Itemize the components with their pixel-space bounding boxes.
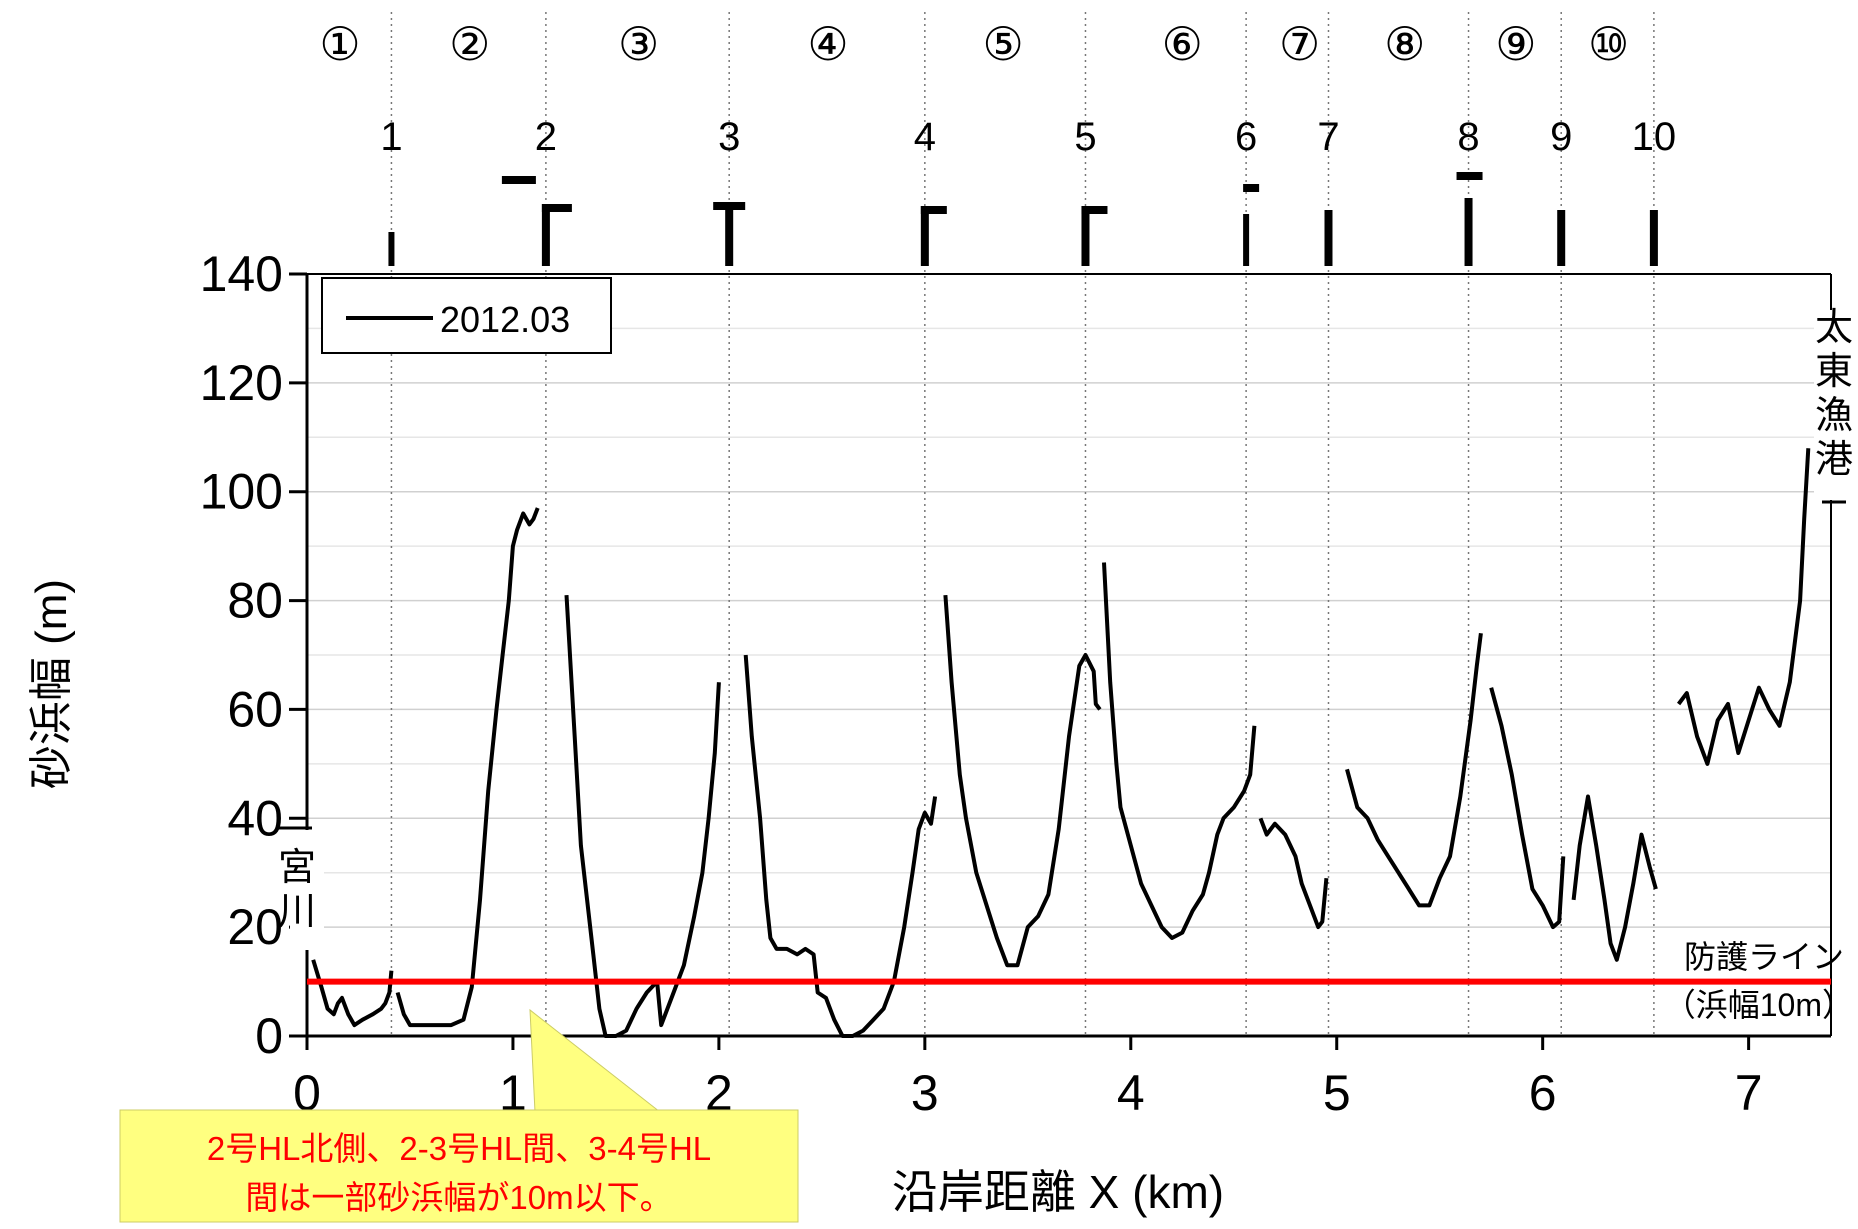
callout-line-2: 間は一部砂浜幅が10m以下。: [245, 1179, 672, 1216]
hl-number-label: 6: [1235, 115, 1257, 159]
section-label: ⑦: [1279, 18, 1320, 70]
headland-mark: [1456, 172, 1483, 180]
headland-mark: [541, 204, 550, 266]
series-line-segment: [1102, 562, 1257, 940]
headland-mark: [725, 202, 734, 266]
headland-mark: [541, 204, 572, 212]
headland-mark: [713, 202, 746, 210]
side-label-right-char: 漁: [1815, 395, 1853, 437]
series-line-segment: [1345, 632, 1483, 908]
headland-mark: [1081, 206, 1108, 214]
series-line-segment: [311, 959, 394, 1028]
y-tick-label: 20: [227, 899, 283, 955]
x-tick-label: 4: [1117, 1065, 1145, 1121]
side-label-bg-left: [290, 830, 324, 950]
x-axis-title: 沿岸距離 X (km): [892, 1166, 1224, 1218]
headland-mark: [1081, 206, 1090, 266]
hl-number-label: 10: [1632, 115, 1677, 159]
callout-pointer: [529, 1008, 662, 1113]
series-line-segment: [1258, 817, 1329, 930]
section-label: ⑤: [982, 18, 1023, 70]
legend-box: [321, 277, 612, 354]
headland-mark: [388, 232, 395, 266]
section-label: ⑩: [1588, 18, 1629, 70]
hl-number-label: 9: [1550, 115, 1572, 159]
series-line-segment: [743, 654, 938, 1038]
headland-mark: [1243, 214, 1250, 266]
headland-mark: [920, 206, 947, 214]
hl-number-label: 3: [718, 115, 740, 159]
y-tick-label: 100: [200, 464, 283, 520]
series-2012-03: [311, 448, 1811, 1038]
section-label: ⑥: [1162, 18, 1203, 70]
x-tick-label: 3: [911, 1065, 939, 1121]
y-tick-label: 60: [227, 681, 283, 737]
headland-structures: [388, 172, 1658, 266]
section-dividers: [390, 12, 1655, 1036]
hl-number-label: 1: [380, 115, 402, 159]
series-line-segment: [943, 594, 1102, 968]
section-label: ⑨: [1495, 18, 1536, 70]
section-label: ③: [618, 18, 659, 70]
side-label-bg-right: [1814, 310, 1854, 500]
side-label-left-char: 川: [278, 891, 316, 933]
y-tick-label: 0: [255, 1008, 283, 1064]
top-labels: ① ② ③ ④ ⑤ ⑥ ⑦ ⑧ ⑨ ⑩ 1 2 3 4 5 6 7 8 9 10: [319, 18, 1676, 159]
y-tick-label: 40: [227, 790, 283, 846]
hl-number-label: 2: [535, 115, 557, 159]
side-label-left-char: 宮: [278, 847, 316, 889]
side-label-right-char: 東: [1815, 351, 1853, 393]
hl-number-label: 4: [914, 115, 936, 159]
series-line-segment: [564, 594, 721, 1038]
annotation-callout: 2号HL北側、2-3号HL間、3-4号HL 間は一部砂浜幅が10m以下。: [119, 1008, 799, 1223]
headland-mark: [920, 206, 929, 266]
legend-label: 2012.03: [440, 299, 570, 340]
hl-number-label: 8: [1457, 115, 1479, 159]
y-tick-label: 140: [200, 246, 283, 302]
callout-box: [119, 1109, 799, 1223]
x-tick-label: 5: [1323, 1065, 1351, 1121]
callout-line-1: 2号HL北側、2-3号HL間、3-4号HL: [207, 1130, 711, 1167]
headland-mark: [1649, 210, 1658, 266]
x-tick-label: 7: [1735, 1065, 1763, 1121]
protection-line-label: 防護ライン: [1684, 939, 1844, 975]
x-tick-label: 6: [1529, 1065, 1557, 1121]
protection-line: 防護ライン （浜幅10m）: [307, 939, 1854, 1023]
side-label-right-char: 港: [1815, 439, 1853, 481]
section-label: ④: [807, 18, 848, 70]
section-label: ②: [449, 18, 490, 70]
series-line-segment: [1489, 687, 1566, 930]
headland-mark: [1464, 198, 1473, 266]
side-label-right-char: 太: [1815, 307, 1853, 349]
y-axis-title: 砂浜幅 (m): [27, 579, 76, 789]
section-label: ⑧: [1384, 18, 1425, 70]
y-tick-label: 120: [200, 355, 283, 411]
series-line-segment: [1571, 794, 1658, 962]
section-label: ①: [319, 18, 360, 70]
hl-number-label: 7: [1317, 115, 1339, 159]
protection-line-sublabel: （浜幅10m）: [1664, 987, 1854, 1023]
hl-number-label: 5: [1074, 115, 1096, 159]
series-line-segment: [1677, 448, 1811, 766]
legend: 2012.03: [321, 277, 612, 354]
headland-mark: [501, 176, 536, 184]
series-line-segment: [395, 507, 540, 1028]
headland-mark: [1557, 210, 1566, 266]
gridlines: [307, 327, 1831, 983]
headland-mark: [1243, 184, 1260, 192]
headland-mark: [1324, 210, 1333, 266]
y-tick-label: 80: [227, 573, 283, 629]
